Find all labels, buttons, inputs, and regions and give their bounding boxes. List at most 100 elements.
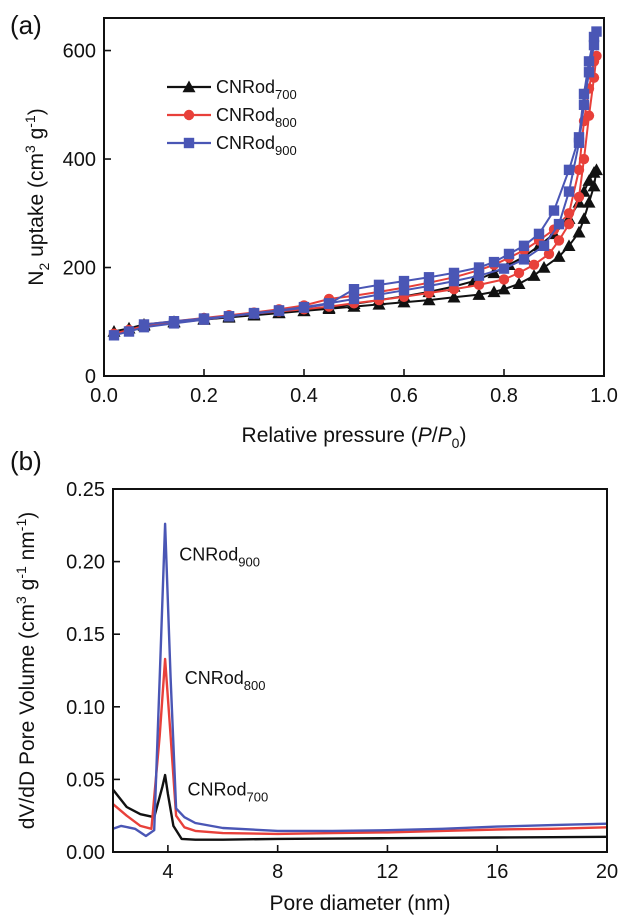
data-point-marker [373, 289, 385, 300]
data-point-marker [422, 293, 436, 306]
panel-b-x-tick-label: 12 [376, 861, 398, 883]
panel-b-pore-size-chart: (b) 4 8 12 16 20 0.00 0.05 0.10 0.15 0.20 0.25 CNR… [10, 446, 618, 915]
data-point-marker [563, 186, 575, 197]
data-point-marker [587, 166, 601, 178]
data-point-marker [543, 248, 555, 260]
panel-a-x-tick-label: 0.0 [90, 385, 118, 407]
series-annotation-label: CNRod800 [185, 668, 266, 693]
data-point-marker [573, 132, 585, 143]
panel-b-y-tick-label: 0.10 [66, 697, 105, 719]
legend-marker [183, 137, 195, 149]
data-point-marker [298, 302, 310, 313]
panel-b-series-group [112, 522, 608, 841]
data-point-marker [583, 56, 595, 67]
panel-b-x-tick-label: 8 [272, 861, 283, 883]
data-point-marker [591, 26, 602, 37]
data-point-marker [123, 326, 135, 337]
panel-a-axis-ticks: 0.0 0.2 0.4 0.6 0.8 1.0 0 200 400 600 [63, 41, 618, 407]
data-point-marker [448, 267, 460, 279]
series-line-cnrod800 [112, 657, 608, 836]
data-point-marker [577, 212, 591, 224]
legend-label: CNRod700 [216, 77, 297, 102]
data-point-marker [138, 319, 150, 330]
data-point-marker [578, 88, 590, 100]
data-point-marker [582, 174, 596, 186]
data-point-marker [198, 313, 210, 324]
series-annotation-label: CNRod700 [187, 780, 268, 805]
panel-b-y-tick-label: 0.25 [66, 479, 105, 501]
data-point-marker [497, 282, 511, 295]
panel-b-y-tick-label: 0.15 [66, 624, 105, 646]
panel-b-x-axis-title: Pore diameter (nm) [270, 892, 451, 915]
legend-label: CNRod800 [216, 105, 297, 130]
panel-b-x-tick-label: 4 [162, 861, 173, 883]
panel-a-series-group [107, 26, 603, 341]
data-point-marker [487, 285, 501, 298]
data-point-marker [108, 330, 120, 341]
data-point-marker [472, 288, 486, 300]
panel-b-x-tick-label: 16 [486, 861, 508, 883]
data-point-marker [448, 275, 460, 287]
data-point-marker [223, 311, 235, 322]
panel-a-y-tick-label: 0 [85, 366, 96, 388]
data-point-marker [563, 208, 575, 219]
data-point-marker [423, 280, 435, 292]
panel-a-x-tick-label: 0.8 [490, 385, 518, 407]
data-point-marker [538, 240, 550, 252]
data-point-marker [448, 284, 460, 295]
data-point-marker [423, 272, 435, 283]
data-point-marker [578, 99, 590, 110]
panel-a-y-axis-title: N2 uptake (cm3 g-1) [22, 108, 52, 285]
panel-b-y-axis-title: dV/dD Pore Volume (cm3 g-1 nm-1) [13, 512, 39, 830]
data-point-marker [503, 248, 515, 260]
data-point-marker [473, 270, 485, 281]
data-point-marker [548, 205, 560, 216]
panel-a-y-tick-label: 400 [63, 149, 96, 171]
data-point-marker [562, 239, 576, 252]
data-point-marker [563, 164, 575, 176]
panel-a-plot-frame [103, 17, 605, 377]
data-point-marker [398, 275, 410, 287]
data-point-marker [473, 279, 485, 291]
data-point-marker [533, 228, 545, 240]
panel-b-y-tick-label: 0.20 [66, 552, 105, 574]
data-point-marker [168, 316, 180, 327]
panel-b-y-tick-label: 0.05 [66, 769, 105, 791]
panel-a-x-tick-label: 0.4 [290, 385, 318, 407]
panel-a-label: (a) [10, 10, 42, 40]
data-point-marker [498, 263, 510, 274]
legend-entry-cnrod900: CNRod900 [167, 133, 297, 158]
data-point-marker [527, 269, 541, 281]
data-point-marker [582, 195, 596, 208]
data-point-marker [512, 277, 526, 289]
data-point-marker [553, 235, 565, 246]
data-point-marker [488, 256, 500, 268]
legend-marker [183, 109, 195, 121]
data-point-marker [447, 290, 461, 303]
panel-a-x-tick-label: 1.0 [590, 385, 618, 407]
panel-a-y-tick-label: 200 [63, 258, 96, 280]
data-point-marker [528, 259, 540, 271]
legend-label: CNRod900 [216, 133, 297, 158]
data-point-marker [573, 137, 585, 148]
data-point-marker [473, 262, 485, 273]
data-point-marker [348, 284, 360, 295]
data-point-marker [498, 274, 510, 285]
data-point-marker [348, 293, 360, 305]
panel-a-y-tick-label: 600 [63, 41, 96, 63]
panel-b-x-tick-label: 20 [596, 861, 618, 883]
data-point-marker [518, 240, 530, 252]
data-point-marker [578, 153, 590, 165]
data-point-marker [573, 164, 585, 176]
data-point-marker [273, 305, 285, 317]
data-point-marker [583, 67, 595, 78]
data-point-marker [552, 250, 566, 262]
panel-b-plot-frame [112, 488, 608, 853]
series-line-cnrod900 [112, 522, 608, 838]
panel-b-y-tick-label: 0.00 [66, 842, 105, 864]
legend-entry-cnrod800: CNRod800 [167, 105, 297, 130]
data-point-marker [553, 218, 565, 230]
data-point-marker [588, 39, 600, 51]
panel-a-x-tick-label: 0.2 [190, 385, 218, 407]
